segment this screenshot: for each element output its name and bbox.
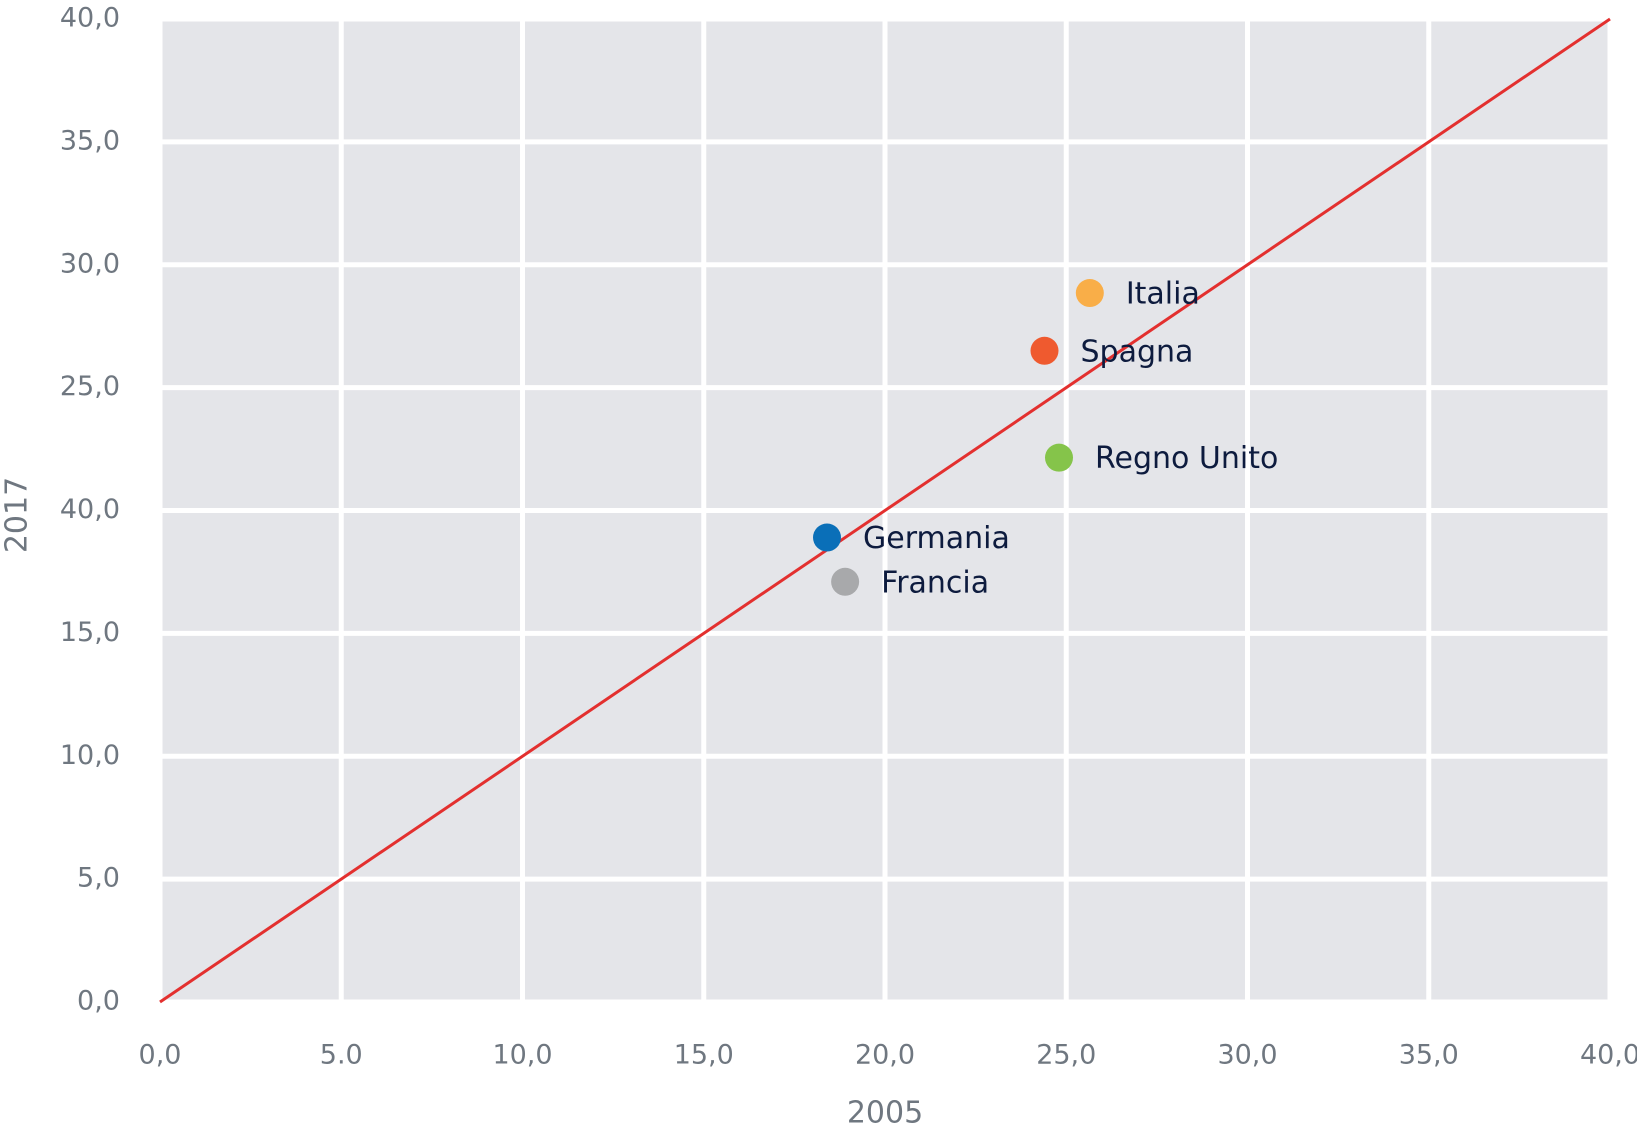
scatter-point	[831, 567, 860, 596]
y-tick-label: 10,0	[60, 740, 120, 771]
x-tick-label: 25,0	[1036, 1040, 1096, 1071]
x-tick-label: 15,0	[674, 1040, 734, 1071]
scatter-point	[1030, 336, 1059, 365]
scatter-point	[813, 523, 841, 552]
x-axis-title: 2005	[847, 1096, 923, 1131]
point-label: Regno Unito	[1095, 441, 1278, 476]
point-label: Francia	[881, 565, 989, 600]
y-tick-label: 15,0	[60, 617, 120, 648]
y-tick-label: 30,0	[60, 248, 120, 279]
y-tick-label: 40,0	[60, 494, 120, 525]
x-tick-label: 20,0	[855, 1040, 915, 1071]
scatter-point	[1075, 279, 1104, 308]
x-tick-label: 35,0	[1399, 1040, 1459, 1071]
y-tick-label: 40,0	[60, 3, 120, 34]
y-tick-label: 35,0	[60, 125, 120, 156]
x-tick-label: 10,0	[492, 1040, 552, 1071]
point-label: Germania	[863, 521, 1010, 556]
y-tick-label: 5,0	[77, 863, 120, 894]
diagonal-reference-line	[159, 17, 1611, 1004]
x-tick-label: 0,0	[139, 1040, 182, 1071]
y-axis-title: 2017	[0, 477, 35, 553]
x-tick-label: 5.0	[320, 1040, 363, 1071]
scatter-point	[1045, 443, 1073, 472]
y-tick-label: 0,0	[77, 986, 120, 1017]
x-tick-label: 40,0	[1580, 1040, 1637, 1071]
point-label: Spagna	[1081, 334, 1194, 369]
y-tick-label: 25,0	[60, 371, 120, 402]
point-label: Italia	[1126, 277, 1200, 312]
x-tick-label: 30,0	[1217, 1040, 1277, 1071]
